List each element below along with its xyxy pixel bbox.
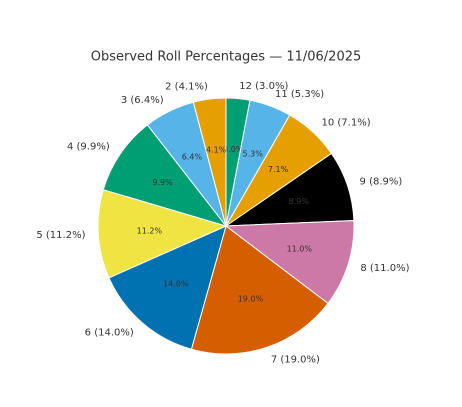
slice-label: 8 (11.0%) bbox=[360, 263, 409, 274]
pie-slice bbox=[190, 225, 329, 355]
slice-label: 11 (5.3%) bbox=[275, 89, 324, 100]
slice-percent: 4.1% bbox=[206, 145, 227, 154]
slice-label: 4 (9.9%) bbox=[67, 142, 110, 153]
slice-label: 5 (11.2%) bbox=[36, 230, 85, 241]
slice-percent: 3.0% bbox=[223, 145, 244, 154]
pie-slice bbox=[97, 189, 228, 279]
slice-label: 10 (7.1%) bbox=[321, 118, 370, 129]
slice-percent: 8.9% bbox=[289, 197, 310, 206]
slice-percent: 11.2% bbox=[137, 226, 163, 235]
slice-label: 7 (19.0%) bbox=[271, 354, 320, 365]
slice-percent: 6.4% bbox=[182, 153, 203, 162]
slice-label: 2 (4.1%) bbox=[165, 81, 208, 92]
slice-label: 3 (6.4%) bbox=[121, 95, 164, 106]
slice-label: 6 (14.0%) bbox=[85, 327, 134, 338]
slice-label: 9 (8.9%) bbox=[360, 176, 403, 187]
pie-slice bbox=[224, 220, 355, 305]
chart-title: Observed Roll Percentages — 11/06/2025 bbox=[91, 50, 362, 65]
slice-percent: 5.3% bbox=[243, 149, 264, 158]
slice-percent: 9.9% bbox=[152, 178, 173, 187]
slice-percent: 19.0% bbox=[238, 294, 264, 303]
slice-percent: 11.0% bbox=[287, 244, 313, 253]
slice-percent: 14.0% bbox=[163, 280, 189, 289]
pie-slice bbox=[108, 225, 227, 350]
slice-percent: 7.1% bbox=[268, 165, 289, 174]
slice-label: 12 (3.0%) bbox=[239, 81, 288, 92]
pie-slice bbox=[192, 97, 227, 227]
pie-slice bbox=[102, 124, 228, 227]
